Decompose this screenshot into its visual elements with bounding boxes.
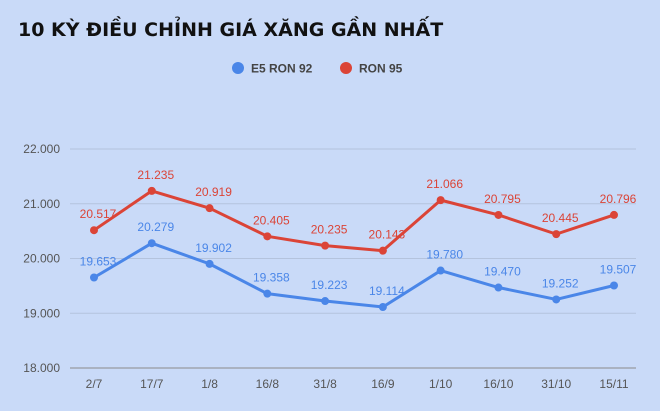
data-label: 19.358 xyxy=(253,271,290,285)
data-point[interactable] xyxy=(436,266,445,275)
data-point[interactable] xyxy=(205,204,214,213)
x-tick-label: 17/7 xyxy=(140,377,164,391)
data-point[interactable] xyxy=(436,196,445,205)
data-point[interactable] xyxy=(263,289,272,298)
legend-marker xyxy=(232,62,244,74)
data-label: 20.445 xyxy=(542,211,579,225)
y-tick-label: 18.000 xyxy=(23,361,60,375)
x-tick-label: 1/10 xyxy=(429,377,453,391)
x-tick-label: 31/8 xyxy=(313,377,337,391)
data-label: 20.919 xyxy=(195,185,232,199)
data-label: 20.279 xyxy=(137,220,174,234)
series-e5-ron-92: 19.653 20.279 19.902 19.358 19.223 19.114 19.7… xyxy=(80,220,637,312)
data-point[interactable] xyxy=(494,210,503,219)
data-point[interactable] xyxy=(321,297,330,306)
x-tick-label: 15/11 xyxy=(599,377,628,391)
x-tick-label: 16/9 xyxy=(371,377,395,391)
x-tick-label: 1/8 xyxy=(201,377,218,391)
series-line xyxy=(93,189,615,253)
data-point[interactable] xyxy=(321,241,330,250)
data-point[interactable] xyxy=(378,303,387,312)
data-point[interactable] xyxy=(147,186,156,195)
data-label: 19.223 xyxy=(311,278,348,292)
data-label: 20.235 xyxy=(311,223,348,237)
x-axis: 2/7 17/7 1/8 16/8 31/8 16/9 1/10 16/10 31/10 15/1… xyxy=(86,377,629,391)
data-label: 19.114 xyxy=(369,284,405,298)
data-label: 20.517 xyxy=(80,207,117,221)
data-label: 19.252 xyxy=(542,276,579,290)
data-point[interactable] xyxy=(552,295,561,304)
data-label: 21.235 xyxy=(137,168,174,182)
legend-label: RON 95 xyxy=(359,62,403,76)
gridlines xyxy=(70,148,636,369)
legend-item[interactable]: RON 95 xyxy=(340,62,403,76)
data-label: 20.795 xyxy=(484,192,521,206)
x-tick-label: 2/7 xyxy=(86,377,103,391)
data-point[interactable] xyxy=(90,226,98,235)
series-line xyxy=(93,241,615,309)
data-label: 20.405 xyxy=(253,213,290,227)
legend-label: E5 RON 92 xyxy=(251,62,313,76)
y-tick-label: 21.000 xyxy=(23,197,60,211)
data-point[interactable] xyxy=(147,239,156,248)
y-tick-label: 20.000 xyxy=(23,252,60,266)
data-label: 20.143 xyxy=(369,228,406,242)
y-tick-label: 22.000 xyxy=(23,142,60,156)
legend[interactable]: E5 RON 92 RON 95 xyxy=(232,62,403,76)
data-point[interactable] xyxy=(552,230,561,239)
data-point[interactable] xyxy=(263,232,272,241)
series-ron-95: 20.517 21.235 20.919 20.405 20.235 20.143 21.0… xyxy=(80,168,637,255)
data-label: 19.470 xyxy=(484,265,521,279)
y-tick-label: 19.000 xyxy=(23,306,60,320)
legend-marker xyxy=(340,62,352,74)
data-label: 19.902 xyxy=(195,241,232,255)
data-label: 20.796 xyxy=(600,192,637,206)
data-label: 19.780 xyxy=(426,248,463,262)
data-point[interactable] xyxy=(610,210,618,219)
x-tick-label: 16/10 xyxy=(483,377,513,391)
data-point[interactable] xyxy=(90,273,98,282)
x-tick-label: 16/8 xyxy=(256,377,280,391)
data-point[interactable] xyxy=(610,281,618,290)
legend-item[interactable]: E5 RON 92 xyxy=(232,62,313,76)
data-label: 21.066 xyxy=(426,177,463,191)
data-point[interactable] xyxy=(378,246,387,255)
series: 19.653 20.279 19.902 19.358 19.223 19.114 19.7… xyxy=(80,168,637,312)
y-axis: 18.000 19.000 20.000 21.000 22.000 xyxy=(23,142,60,375)
chart-title: 10 KỲ ĐIỀU CHỈNH GIÁ XĂNG GẦN NHẤT xyxy=(18,19,444,41)
x-tick-label: 31/10 xyxy=(541,377,571,391)
data-label: 19.507 xyxy=(600,262,637,276)
data-label: 19.653 xyxy=(80,254,117,268)
data-point[interactable] xyxy=(205,259,214,268)
data-point[interactable] xyxy=(494,283,503,292)
